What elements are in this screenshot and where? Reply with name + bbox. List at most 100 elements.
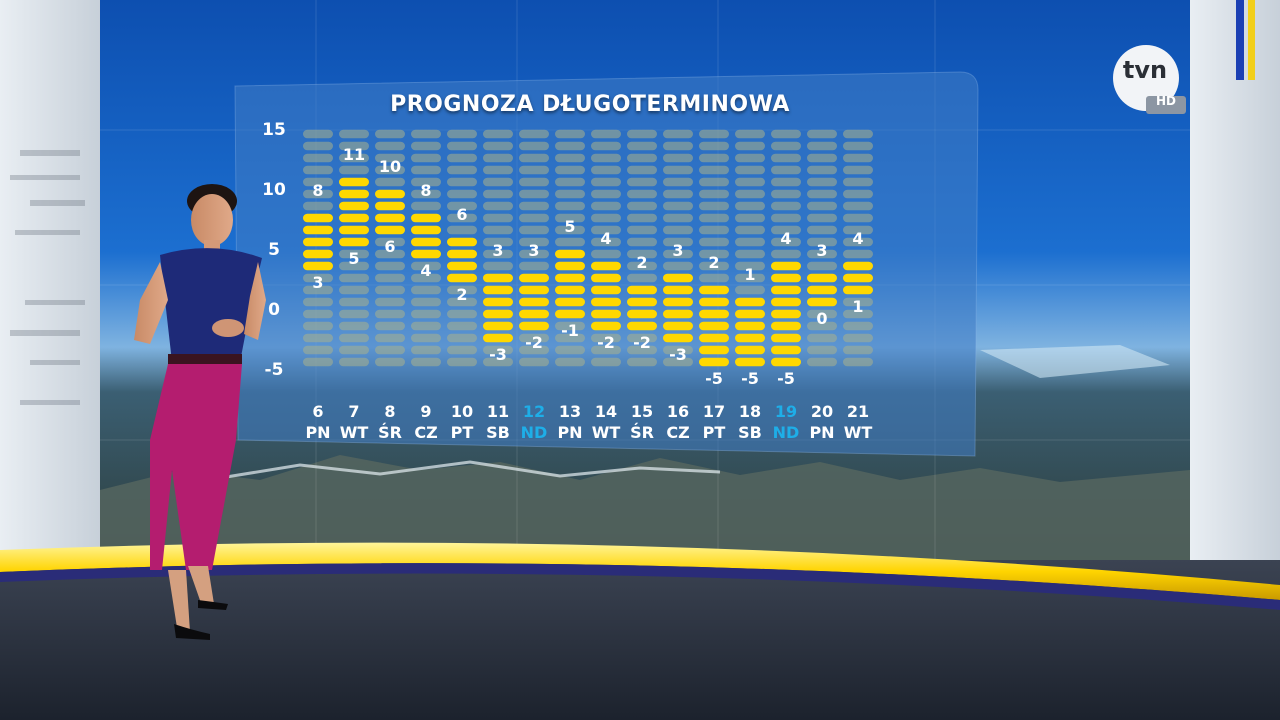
- day-weekday-label: PT: [703, 423, 726, 442]
- temperature-bar-segment: [339, 225, 369, 235]
- temperature-bar-segment: [591, 297, 621, 307]
- scale-segment: [627, 129, 657, 139]
- scale-segment: [699, 153, 729, 163]
- scale-segment: [375, 333, 405, 343]
- scale-segment: [699, 237, 729, 247]
- day-weekday-label: WT: [340, 423, 369, 442]
- scale-segment: [375, 141, 405, 151]
- scale-segment: [555, 177, 585, 187]
- scale-segment: [843, 237, 873, 247]
- scale-segment: [555, 357, 585, 367]
- temperature-bar-segment: [591, 309, 621, 319]
- temperature-bar-segment: [339, 213, 369, 223]
- scale-segment: [519, 129, 549, 139]
- min-temp-label: -2: [633, 333, 651, 352]
- scale-segment: [411, 297, 441, 307]
- scale-segment: [771, 141, 801, 151]
- day-date-label: 11: [487, 402, 509, 421]
- scale-segment: [519, 345, 549, 355]
- temperature-bar-segment: [375, 213, 405, 223]
- temperature-bar-segment: [699, 345, 729, 355]
- scale-segment: [807, 321, 837, 331]
- scale-segment: [339, 321, 369, 331]
- scale-segment: [339, 297, 369, 307]
- day-date-label: 9: [420, 402, 431, 421]
- scale-segment: [339, 141, 369, 151]
- scale-segment: [447, 297, 477, 307]
- scale-segment: [591, 189, 621, 199]
- scale-segment: [807, 237, 837, 247]
- scale-segment: [483, 153, 513, 163]
- temperature-bar-segment: [591, 261, 621, 271]
- scale-segment: [555, 201, 585, 211]
- scale-segment: [627, 333, 657, 343]
- scale-segment: [375, 129, 405, 139]
- scale-segment: [843, 201, 873, 211]
- scale-segment: [555, 345, 585, 355]
- max-temp-label: 3: [816, 241, 827, 260]
- scale-segment: [555, 189, 585, 199]
- scale-segment: [663, 129, 693, 139]
- scale-segment: [663, 153, 693, 163]
- day-weekday-label: PN: [557, 423, 582, 442]
- scale-segment: [843, 153, 873, 163]
- temperature-bar-segment: [843, 273, 873, 283]
- scale-segment: [303, 129, 333, 139]
- temperature-bar-segment: [735, 357, 765, 367]
- scale-segment: [339, 273, 369, 283]
- scale-segment: [843, 321, 873, 331]
- scale-segment: [411, 201, 441, 211]
- temperature-bar-segment: [303, 249, 333, 259]
- scale-segment: [411, 189, 441, 199]
- scale-segment: [663, 357, 693, 367]
- scale-segment: [807, 177, 837, 187]
- scale-segment: [303, 297, 333, 307]
- day-date-label: 14: [595, 402, 617, 421]
- temperature-bar-segment: [663, 285, 693, 295]
- max-temp-label: 8: [312, 181, 323, 200]
- temperature-bar-segment: [807, 273, 837, 283]
- scale-segment: [843, 213, 873, 223]
- temperature-bar-segment: [483, 309, 513, 319]
- scale-segment: [447, 201, 477, 211]
- temperature-bar-segment: [663, 309, 693, 319]
- scale-segment: [447, 177, 477, 187]
- scale-segment: [843, 333, 873, 343]
- scale-segment: [699, 225, 729, 235]
- temperature-bar-segment: [447, 237, 477, 247]
- scale-segment: [483, 141, 513, 151]
- day-weekday-label: PN: [305, 423, 330, 442]
- scale-segment: [627, 177, 657, 187]
- scale-segment: [339, 309, 369, 319]
- scale-segment: [555, 213, 585, 223]
- scale-segment: [735, 189, 765, 199]
- scale-segment: [627, 249, 657, 259]
- y-tick-label: 15: [262, 120, 286, 140]
- scale-segment: [735, 129, 765, 139]
- scale-segment: [303, 165, 333, 175]
- temperature-bar-segment: [771, 297, 801, 307]
- scale-segment: [555, 225, 585, 235]
- scale-segment: [447, 225, 477, 235]
- day-date-label: 21: [847, 402, 869, 421]
- temperature-bar-segment: [663, 333, 693, 343]
- max-temp-label: 5: [564, 217, 575, 236]
- scale-segment: [663, 225, 693, 235]
- scale-segment: [771, 201, 801, 211]
- left-wall: [0, 0, 100, 560]
- scale-segment: [771, 189, 801, 199]
- scale-segment: [699, 141, 729, 151]
- scale-segment: [519, 177, 549, 187]
- temperature-bar-segment: [627, 297, 657, 307]
- scale-segment: [735, 273, 765, 283]
- min-temp-label: -1: [561, 321, 579, 340]
- day-date-label: 6: [312, 402, 323, 421]
- scale-segment: [447, 141, 477, 151]
- scale-segment: [303, 201, 333, 211]
- scale-segment: [771, 249, 801, 259]
- scale-segment: [735, 225, 765, 235]
- scale-segment: [699, 261, 729, 271]
- scale-segment: [699, 201, 729, 211]
- scale-segment: [663, 213, 693, 223]
